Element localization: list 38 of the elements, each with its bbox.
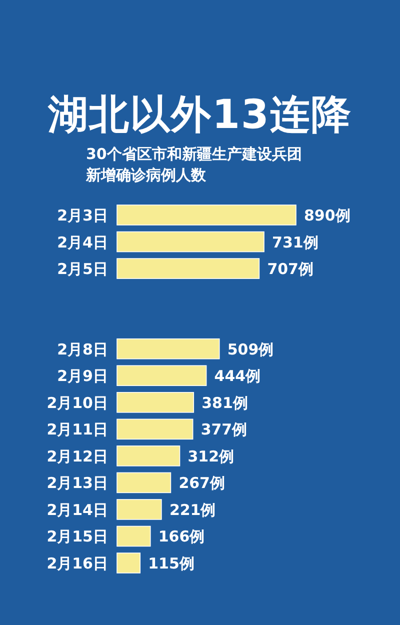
data-label: 731例 xyxy=(272,233,318,252)
bar xyxy=(116,499,162,520)
data-label: 707例 xyxy=(267,260,314,278)
bar xyxy=(116,392,194,413)
bar xyxy=(116,204,296,226)
data-label: 890例 xyxy=(304,206,350,224)
bar xyxy=(116,231,264,252)
y-tick-label: 2月9日 xyxy=(57,367,108,386)
bar xyxy=(116,552,141,574)
y-tick-label: 2月15日 xyxy=(46,528,108,546)
y-tick-label: 2月14日 xyxy=(46,500,108,519)
y-tick-label: 2月4日 xyxy=(57,233,108,252)
bar xyxy=(116,526,151,547)
data-label: 444例 xyxy=(214,367,261,386)
bar xyxy=(116,365,207,386)
bar xyxy=(116,446,180,466)
bar xyxy=(116,418,194,440)
data-label: 312例 xyxy=(188,447,234,466)
y-tick-label: 2月3日 xyxy=(57,206,108,224)
data-label: 377例 xyxy=(200,420,248,439)
data-label: 381例 xyxy=(202,394,248,412)
y-tick-label: 2月5日 xyxy=(57,260,108,278)
y-tick-label: 2月12日 xyxy=(46,447,108,466)
bar xyxy=(116,258,260,279)
data-label: 267例 xyxy=(178,474,226,492)
y-tick-label: 2月11日 xyxy=(46,420,108,439)
y-tick-label: 2月16日 xyxy=(46,554,108,572)
y-tick-label: 2月13日 xyxy=(46,474,108,492)
bar xyxy=(116,472,172,494)
y-tick-label: 2月10日 xyxy=(46,394,108,412)
data-label: 221例 xyxy=(169,500,216,519)
bar xyxy=(116,338,220,360)
chart-title: 湖北以外13连降 xyxy=(46,92,353,138)
chart-subtitle: 30个省区市和新疆生产建设兵团新增确诊病例人数 xyxy=(86,144,303,186)
data-label: 166例 xyxy=(158,528,205,546)
data-label: 509例 xyxy=(227,340,274,358)
y-tick-label: 2月8日 xyxy=(57,340,108,358)
data-label: 115例 xyxy=(148,554,194,572)
